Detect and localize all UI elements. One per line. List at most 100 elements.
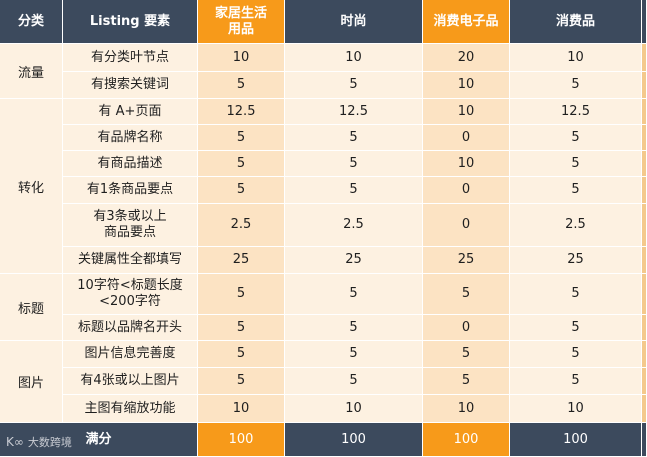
cell-fashion: 10 [285,44,423,72]
cell-home: 5 [198,177,285,204]
table-row: 有1条商品要点 5 5 0 5 [0,177,647,204]
cell-consumer: 2.5 [510,204,642,247]
table-row: 10字符<标题长度 <200字符 5 5 5 5 [0,274,647,315]
table-row: 有搜索关键词 5 5 10 5 [0,72,647,99]
cell-home: 5 [198,125,285,151]
table-row: 有分类叶节点 10 10 20 10 [0,44,647,72]
cell-consumer: 5 [510,341,642,368]
row-label: 图片信息完善度 [63,341,198,368]
group-traffic: 流量 [0,44,63,99]
group-images: 图片 [0,341,63,423]
cell-electronics: 10 [423,151,510,177]
row-label: 有1条商品要点 [63,177,198,204]
table-row: 有4张或以上图片 5 5 5 5 [0,368,647,395]
cell-home: 25 [198,247,285,274]
table-row: 关键属性全都填写 25 25 25 25 [0,247,647,274]
table-row: 有 A+页面 12.5 12.5 10 12.5 [0,99,647,125]
cell-fashion: 5 [285,341,423,368]
cell-electronics: 0 [423,315,510,341]
cell-consumer: 5 [510,368,642,395]
watermark-logo-icon: K∞ [6,435,24,449]
footer-home: 100 [198,423,285,457]
cell-electronics: 10 [423,72,510,99]
cell-home: 10 [198,44,285,72]
row-label: 有4张或以上图片 [63,368,198,395]
watermark: K∞ 大数跨境 [6,434,72,450]
cell-home: 12.5 [198,99,285,125]
cell-home: 5 [198,315,285,341]
group-conversion: 转化 [0,99,63,274]
cell-electronics: 0 [423,204,510,247]
cell-fashion: 5 [285,368,423,395]
cell-electronics: 5 [423,368,510,395]
row-label: 标题以品牌名开头 [63,315,198,341]
cell-electronics: 10 [423,395,510,423]
header-fashion: 时尚 [285,0,423,44]
cell-home: 5 [198,274,285,315]
header-edge [642,0,647,44]
row-label: 有分类叶节点 [63,44,198,72]
group-title: 标题 [0,274,63,341]
table-row: 有3条或以上 商品要点 2.5 2.5 0 2.5 [0,204,647,247]
row-label: 关键属性全都填写 [63,247,198,274]
table-row: 图片信息完善度 5 5 5 5 [0,341,647,368]
cell-consumer: 5 [510,151,642,177]
header-electronics: 消费电子品 [423,0,510,44]
cell-home: 5 [198,368,285,395]
row-label: 有商品描述 [63,151,198,177]
cell-electronics: 5 [423,341,510,368]
footer-consumer: 100 [510,423,642,457]
cell-fashion: 12.5 [285,99,423,125]
row-label: 有搜索关键词 [63,72,198,99]
row-label: 主图有缩放功能 [63,395,198,423]
cell-consumer: 12.5 [510,99,642,125]
table-header: 分类 Listing 要素 家居生活 用品 时尚 消费电子品 消费品 [0,0,647,44]
cell-fashion: 5 [285,125,423,151]
footer-label: 满分 [0,423,198,457]
cell-consumer: 5 [510,125,642,151]
cell-fashion: 10 [285,395,423,423]
cell-home: 10 [198,395,285,423]
cell-home: 2.5 [198,204,285,247]
cell-consumer: 5 [510,274,642,315]
cell-home: 5 [198,341,285,368]
row-label: 有 A+页面 [63,99,198,125]
cell-fashion: 5 [285,177,423,204]
header-category: 分类 [0,0,63,44]
cell-electronics: 0 [423,177,510,204]
cell-consumer: 5 [510,315,642,341]
row-label: 10字符<标题长度 <200字符 [63,274,198,315]
cell-home: 5 [198,151,285,177]
cell-fashion: 5 [285,274,423,315]
cell-fashion: 5 [285,315,423,341]
table-row: 标题以品牌名开头 5 5 0 5 [0,315,647,341]
row-label: 有品牌名称 [63,125,198,151]
table-footer: 满分 100 100 100 100 [0,423,647,457]
cell-consumer: 10 [510,44,642,72]
cell-home: 5 [198,72,285,99]
cell-fashion: 25 [285,247,423,274]
row-label: 有3条或以上 商品要点 [63,204,198,247]
cell-consumer: 5 [510,177,642,204]
cell-electronics: 10 [423,99,510,125]
header-home: 家居生活 用品 [198,0,285,44]
watermark-text: 大数跨境 [27,436,72,449]
cell-electronics: 5 [423,274,510,315]
cell-consumer: 25 [510,247,642,274]
cell-consumer: 5 [510,72,642,99]
table-row: 有品牌名称 5 5 0 5 [0,125,647,151]
table-row: 有商品描述 5 5 10 5 [0,151,647,177]
header-element: Listing 要素 [63,0,198,44]
table-row: 主图有缩放功能 10 10 10 10 [0,395,647,423]
footer-electronics: 100 [423,423,510,457]
footer-fashion: 100 [285,423,423,457]
cell-fashion: 2.5 [285,204,423,247]
cell-fashion: 5 [285,72,423,99]
cell-consumer: 10 [510,395,642,423]
cell-electronics: 0 [423,125,510,151]
cell-electronics: 20 [423,44,510,72]
cell-electronics: 25 [423,247,510,274]
header-consumer: 消费品 [510,0,642,44]
cell-fashion: 5 [285,151,423,177]
